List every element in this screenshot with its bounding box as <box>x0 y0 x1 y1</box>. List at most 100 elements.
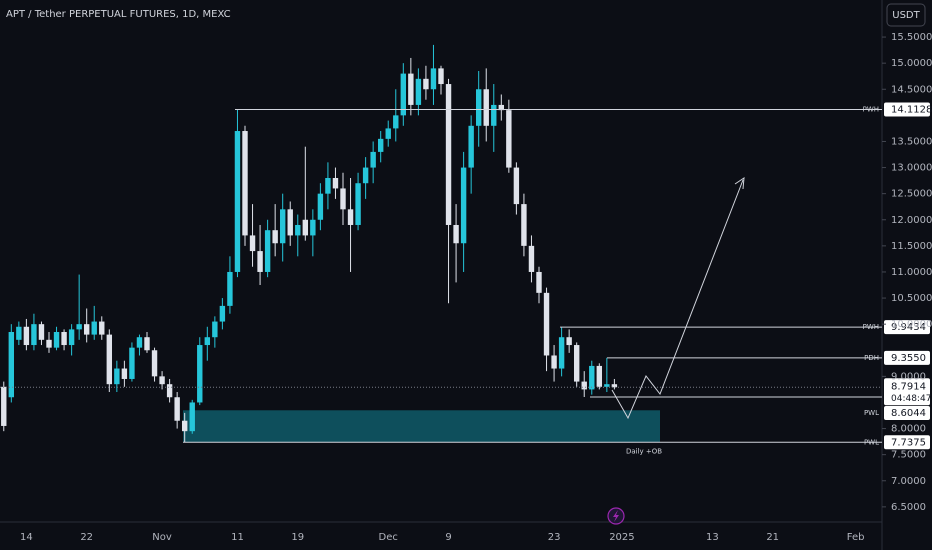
level-name: PWL <box>864 409 879 417</box>
y-tick-label: 13.0000 <box>891 163 932 174</box>
candle-body <box>68 329 75 346</box>
zone-layer: Daily +OB <box>183 410 662 455</box>
candle-body <box>99 321 105 335</box>
y-tick-label: 10.5000 <box>891 293 932 304</box>
candle-body <box>8 331 15 398</box>
last-price-box <box>884 378 930 406</box>
candle-body <box>385 128 391 139</box>
candle-body <box>573 345 580 382</box>
candle-body <box>498 104 505 111</box>
candle-body <box>181 420 188 432</box>
candle-body <box>257 251 263 272</box>
level-price-box <box>884 320 930 335</box>
lightning-bolt[interactable] <box>613 510 619 522</box>
y-tick-label: 14.5000 <box>891 84 932 95</box>
candle-body <box>174 397 180 421</box>
x-tick-label: Feb <box>847 532 865 543</box>
candle-body <box>475 89 482 126</box>
lightning-icon[interactable] <box>607 507 625 525</box>
candle-body <box>242 131 248 236</box>
candle-body <box>355 183 361 225</box>
candle-body <box>76 324 82 330</box>
y-tick-label: 7.0000 <box>891 476 926 487</box>
x-tick-label: 2025 <box>609 532 634 543</box>
y-tick-label: 10.0000 <box>891 319 932 330</box>
candle-body <box>317 193 324 220</box>
candle-body <box>302 219 309 236</box>
currency-label[interactable]: USDT <box>892 10 920 21</box>
candle-body <box>521 204 527 246</box>
candle-body <box>91 321 97 335</box>
level-name: PWH <box>863 105 879 113</box>
candle-body <box>370 151 376 168</box>
candle-body <box>325 178 331 194</box>
y-tick-label: 11.5000 <box>891 241 932 252</box>
candle-body <box>31 324 37 346</box>
candle-body <box>611 384 618 388</box>
currency-button[interactable] <box>886 3 926 27</box>
candle-body <box>227 271 233 306</box>
last-price-label: 8.7914 <box>891 381 926 392</box>
candle-body <box>340 188 346 210</box>
candle-body <box>136 337 143 348</box>
arrow-head <box>734 177 745 190</box>
x-tick-label: 9 <box>445 532 451 543</box>
level-price-box <box>884 406 930 421</box>
candle-body <box>536 271 542 293</box>
candle-body <box>430 68 437 90</box>
candle-body <box>491 104 497 126</box>
candle-body <box>310 219 316 236</box>
candle-body <box>453 224 459 244</box>
level-price-label: 7.7375 <box>891 437 926 448</box>
candle-body <box>362 167 369 184</box>
candle-body <box>558 337 565 369</box>
candle-body <box>566 337 572 346</box>
x-tick-label: Nov <box>152 532 172 543</box>
candle-body <box>1 386 7 426</box>
candle-body <box>408 73 414 105</box>
candle-body <box>189 402 195 432</box>
candle-body <box>506 110 512 168</box>
candle-body <box>197 345 203 403</box>
candle-body <box>106 334 113 385</box>
x-tick-label: 11 <box>231 532 244 543</box>
y-tick-label: 9.0000 <box>891 371 926 382</box>
candle-body <box>400 73 407 116</box>
level-price-box <box>884 435 930 450</box>
x-tick-label: 14 <box>20 532 33 543</box>
level-price-label: 8.6044 <box>891 408 926 419</box>
y-tick-label: 12.0000 <box>891 215 932 226</box>
candle-body <box>212 321 218 338</box>
candle-body <box>219 305 226 322</box>
candle-body <box>445 84 452 225</box>
candle-body <box>468 125 474 168</box>
x-tick-label: 22 <box>80 532 93 543</box>
candle-body <box>23 326 30 346</box>
y-tick-label: 8.0000 <box>891 424 926 435</box>
x-tick-label: Dec <box>379 532 398 543</box>
x-tick-label: 23 <box>548 532 561 543</box>
candle-body <box>159 376 165 385</box>
candle-body <box>295 224 301 236</box>
order-block-zone <box>183 410 660 443</box>
candle-body <box>121 368 128 379</box>
projection-path <box>611 179 744 420</box>
candle-body <box>347 209 354 225</box>
level-price-label: 9.3550 <box>891 353 926 364</box>
level-name: PDH <box>864 354 879 362</box>
y-tick-label: 15.5000 <box>891 32 932 43</box>
y-tick-label: 12.5000 <box>891 189 932 200</box>
chart-title: APT / Tether PERPETUAL FUTURES, 1D, MEXC <box>6 9 231 20</box>
level-price-label: 14.1128 <box>891 104 932 115</box>
candle-body <box>114 368 120 385</box>
candle-body <box>272 230 278 244</box>
candle-body <box>393 115 399 129</box>
candle-body <box>589 365 595 390</box>
candle-body <box>423 78 429 90</box>
axis-layer: 6.5000 7.0000 7.5000 8.0000 9.0000 10.0000 10.… <box>20 32 932 543</box>
candle-body <box>596 365 603 387</box>
x-tick-label: 21 <box>766 532 779 543</box>
y-tick-label: 7.5000 <box>891 450 926 461</box>
